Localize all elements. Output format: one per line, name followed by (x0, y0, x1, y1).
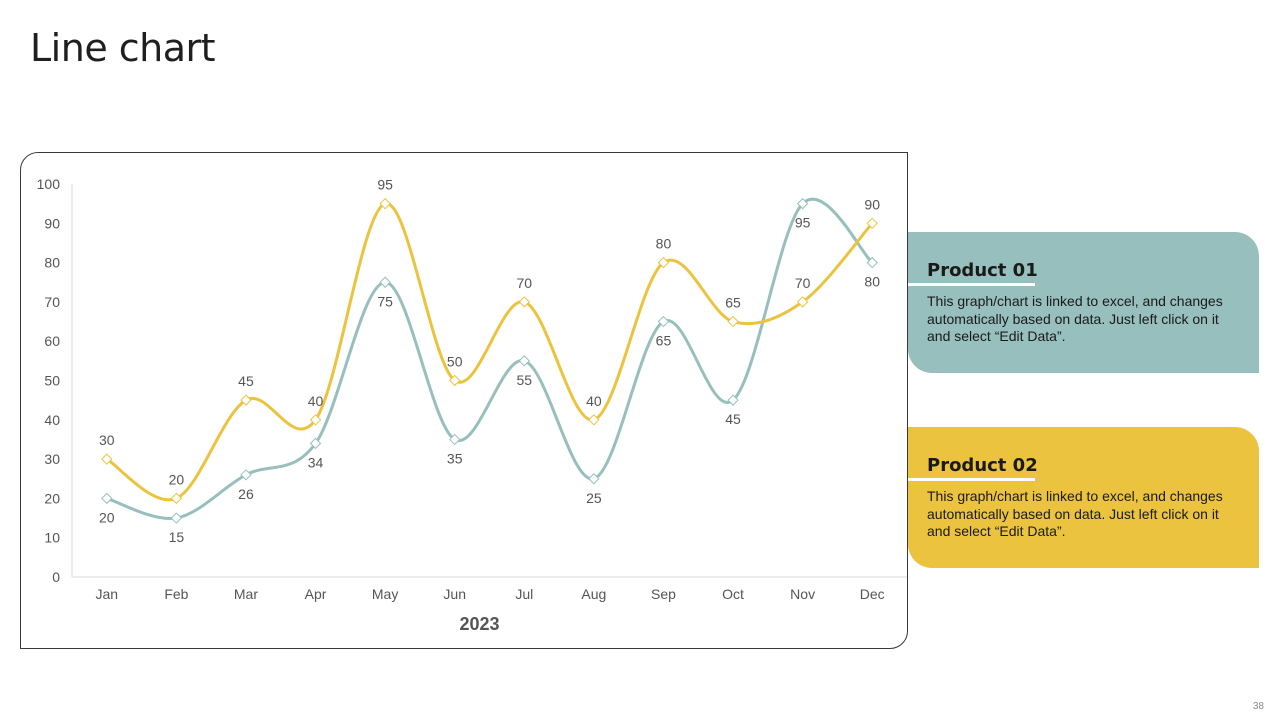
product-01-point (588, 473, 600, 485)
page-title: Line chart (30, 26, 216, 70)
product-02-line (105, 202, 874, 502)
x-tick-label: Jul (515, 586, 533, 602)
product-02-data-label: 20 (169, 471, 185, 487)
x-tick-label: Nov (790, 586, 815, 602)
product-02-point (101, 453, 113, 465)
product-01-data-label: 20 (99, 509, 115, 525)
product-02-point (866, 217, 878, 230)
product-02-data-label: 40 (308, 393, 324, 409)
product-01-point (727, 394, 739, 406)
product-02-data-label: 65 (725, 295, 741, 311)
chart-canvas: 0 10 20 30 40 50 60 70 80 90 100 Jan Feb Mar Apr May Jun… (37, 176, 907, 634)
x-tick-label: Jun (443, 586, 466, 602)
x-tick-label: Aug (581, 586, 606, 602)
product-01-point (518, 355, 530, 367)
product-02-data-label: 70 (795, 275, 811, 291)
product-02-card: Product 02 This graph/chart is linked to… (908, 427, 1259, 568)
product-02-data-label: 45 (238, 373, 254, 389)
x-tick-label: Feb (164, 586, 188, 602)
x-tick-label: Apr (305, 586, 327, 602)
product-02-point (796, 296, 809, 308)
y-tick-label: 20 (44, 490, 60, 506)
product-02-data-label: 40 (586, 393, 602, 409)
product-01-data-label: 55 (517, 372, 533, 388)
product-02-data-label: 95 (377, 177, 393, 193)
product-01-description: This graph/chart is linked to excel, and… (927, 293, 1223, 344)
y-tick-label: 30 (44, 451, 60, 467)
product-01-data-label: 35 (447, 450, 463, 466)
product-01-point (866, 256, 878, 269)
product-01-data-label: 65 (656, 333, 672, 349)
product-02-point (309, 414, 322, 426)
product-01-title: Product 01 (927, 260, 1038, 281)
x-tick-label: Sep (651, 586, 676, 602)
product-02-description: This graph/chart is linked to excel, and… (927, 488, 1223, 539)
product-02-point (379, 197, 391, 210)
product-02-point (449, 374, 461, 387)
product-01-point (657, 315, 670, 328)
product-01-data-label: 26 (238, 486, 254, 502)
product-01-point (240, 469, 252, 481)
product-02-data-label: 90 (864, 196, 880, 212)
x-axis-title: 2023 (459, 614, 499, 634)
product-01-point (449, 433, 461, 446)
product-02-point (518, 296, 530, 308)
x-tick-label: May (372, 586, 398, 602)
product-01-data-label: 75 (377, 293, 393, 309)
y-tick-label: 50 (44, 373, 60, 389)
x-tick-label: Oct (722, 586, 744, 602)
y-tick-label: 80 (44, 255, 60, 271)
product-02-point (657, 256, 670, 269)
product-01-point (170, 512, 183, 524)
product-02-data-label: 70 (517, 275, 533, 291)
x-tick-label: Mar (234, 586, 258, 602)
line-chart[interactable]: 0 10 20 30 40 50 60 70 80 90 100 Jan Feb Mar Apr May Jun… (20, 152, 908, 649)
product-01-data-label: 15 (169, 529, 185, 545)
x-tick-label: Jan (96, 586, 119, 602)
product-01-data-label: 25 (586, 490, 602, 506)
y-tick-label: 0 (52, 569, 60, 585)
x-tick-label: Dec (860, 586, 885, 602)
y-tick-label: 70 (44, 294, 60, 310)
product-01-data-label: 45 (725, 411, 741, 427)
product-01-card: Product 01 This graph/chart is linked to… (908, 232, 1259, 373)
product-02-point (727, 315, 739, 328)
product-02-data-label: 50 (447, 354, 463, 370)
product-02-point (588, 414, 600, 426)
product-02-underline (908, 478, 1035, 481)
y-tick-label: 90 (44, 215, 60, 231)
product-01-line (105, 197, 874, 521)
page-number: 38 (1252, 701, 1264, 712)
product-01-point (309, 437, 322, 450)
product-01-point (101, 492, 113, 505)
y-tick-label: 40 (44, 412, 60, 428)
product-02-point (170, 492, 183, 505)
product-01-underline (908, 283, 1035, 286)
product-02-title: Product 02 (927, 455, 1038, 476)
product-01-point (379, 276, 391, 288)
y-tick-label: 10 (44, 530, 60, 546)
product-01-point (796, 197, 809, 210)
product-01-data-label: 80 (864, 274, 880, 290)
product-01-data-label: 95 (795, 215, 811, 231)
product-02-point (240, 394, 252, 406)
y-tick-label: 60 (44, 333, 60, 349)
product-02-data-label: 30 (99, 432, 115, 448)
product-02-data-label: 80 (656, 236, 672, 252)
y-tick-label: 100 (37, 176, 61, 192)
product-01-data-label: 34 (308, 454, 324, 470)
